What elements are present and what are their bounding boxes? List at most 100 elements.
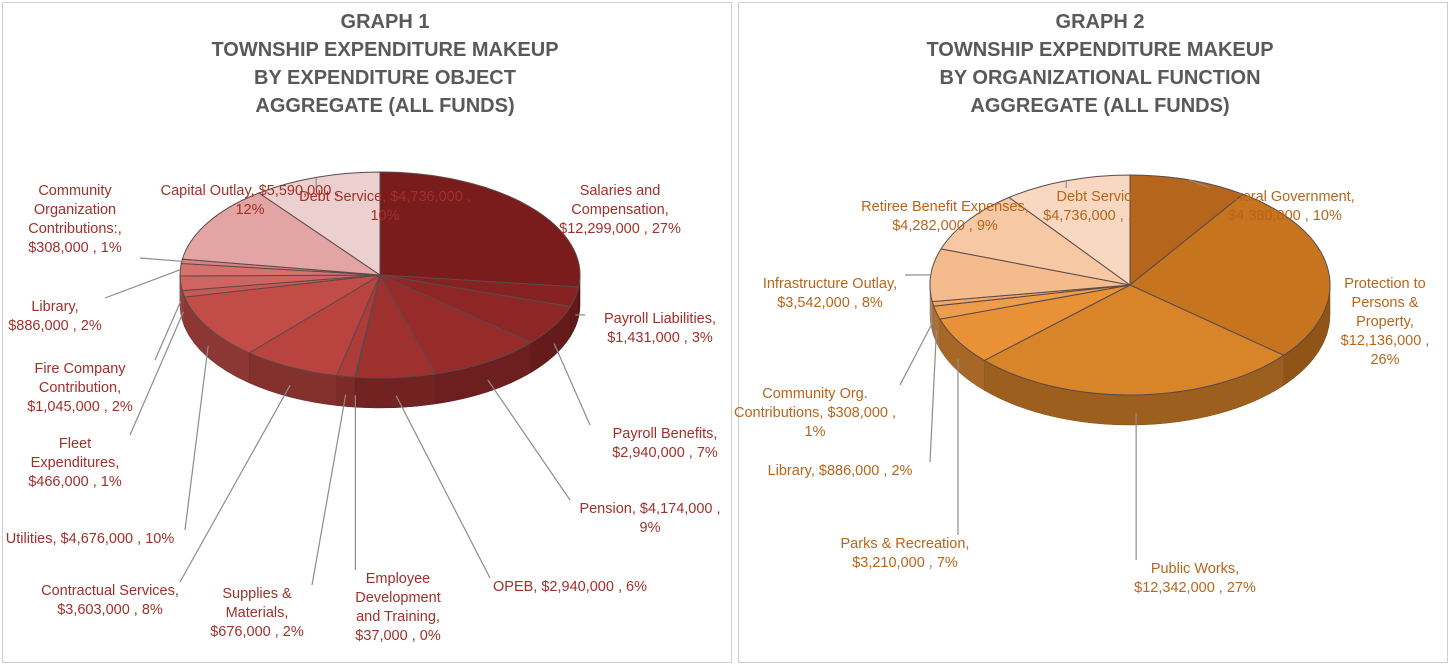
label-value: $12,342,000 , 27% [1134, 580, 1256, 596]
data-label: Contractual Services, $3,603,000 , 8% [40, 582, 180, 620]
data-label: Salaries and Compensation, $12,299,000 ,… [535, 182, 705, 239]
label-value: $2,940,000 , 6% [541, 579, 647, 595]
label-value: $3,210,000 , 7% [852, 555, 958, 571]
label-category: Debt Service, [299, 189, 387, 205]
chart-title: GRAPH 2 TOWNSHIP EXPENDITURE MAKEUP BY ORG… [760, 8, 1440, 120]
pie-slice [248, 273, 382, 377]
data-label: Fleet Expenditures, $466,000 , 1% [20, 435, 130, 492]
chart-title-line: GRAPH 1 [340, 11, 430, 33]
chart-title-line: BY EXPENDITURE OBJECT [254, 67, 516, 89]
label-value: $37,000 , 0% [355, 628, 441, 644]
label-value: $3,603,000 , 8% [57, 602, 163, 618]
label-category: Contractual Services, [41, 583, 179, 599]
data-label: Debt Service, $4,736,000 , 10% [295, 188, 475, 226]
data-label: Community Organization Contributions:, $… [10, 182, 140, 258]
pie-slice [940, 196, 1131, 286]
label-value: $4,282,000 , 9% [892, 218, 998, 234]
label-value: $1,431,000 , 3% [607, 330, 713, 346]
pie-slice [929, 248, 1131, 303]
label-category: Library, [767, 463, 815, 479]
label-value: $886,000 , 2% [8, 318, 102, 334]
pie-slice [378, 273, 533, 375]
leader-line [104, 269, 181, 299]
leader-line [899, 321, 934, 386]
label-category: Parks & Recreation, [840, 536, 970, 552]
label-category: Fire Company Contribution, [34, 361, 126, 396]
data-label: Employee Development and Training, $37,0… [343, 570, 453, 646]
data-label: Retiree Benefit Expenses, $4,282,000 , 9… [860, 198, 1030, 236]
data-label: Utilities, $4,676,000 , 10% [0, 530, 185, 549]
label-category: OPEB, [493, 579, 538, 595]
label-value: $12,299,000 , 27% [559, 221, 681, 237]
label-category: Payroll Benefits, [612, 426, 718, 442]
data-label: Capital Outlay, $5,590,000 , 12% [150, 182, 350, 220]
label-value: $1,045,000 , 2% [27, 399, 133, 415]
label-value: $4,736,000 , 10% [370, 189, 471, 224]
label-value: $2,940,000 , 7% [612, 445, 718, 461]
slice-side [355, 373, 436, 409]
data-label: OPEB, $2,940,000 , 6% [490, 578, 650, 597]
leader-line [487, 379, 571, 501]
label-category: General Government, [1215, 189, 1355, 205]
pie-slice [983, 284, 1285, 396]
data-label: Fire Company Contribution, $1,045,000 , … [5, 360, 155, 417]
data-label: Debt Service, $4,736,000 , 10% [1030, 188, 1170, 226]
leader-line [311, 394, 347, 586]
data-label: Public Works, $12,342,000 , 27% [1120, 560, 1270, 598]
data-label: Community Org. Contributions, $308,000 ,… [730, 385, 900, 442]
label-category: Fleet Expenditures, [30, 436, 120, 471]
label-category: Infrastructure Outlay, [762, 276, 898, 292]
data-label: Protection to Persons & Property, $12,13… [1325, 275, 1445, 370]
data-label: Payroll Liabilities, $1,431,000 , 3% [585, 310, 735, 348]
chart-panel [738, 2, 1448, 663]
data-label: Payroll Benefits, $2,940,000 , 7% [590, 425, 740, 463]
leader-line [395, 395, 491, 579]
chart-title-line: TOWNSHIP EXPENDITURE MAKEUP [211, 39, 559, 61]
label-value: $5,590,000 , 12% [235, 183, 340, 218]
label-category: Community Org. Contributions, [733, 386, 868, 421]
label-value: $3,542,000 , 8% [777, 295, 883, 311]
label-category: Community Organization Contributions:, [28, 183, 122, 237]
data-label: Supplies & Materials, $676,000 , 2% [202, 585, 312, 642]
chart-title-line: AGGREGATE (ALL FUNDS) [255, 95, 515, 117]
chart-title-line: BY ORGANIZATIONAL FUNCTION [939, 67, 1261, 89]
pie-slice [1129, 174, 1245, 287]
pie-slice [1129, 193, 1331, 356]
slice-side [336, 375, 356, 408]
chart-title-line: GRAPH 2 [1055, 11, 1145, 33]
label-category: Payroll Liabilities, [603, 311, 717, 327]
label-category: Retiree Benefit Expenses, [861, 199, 1029, 215]
chart-title-line: TOWNSHIP EXPENDITURE MAKEUP [926, 39, 1274, 61]
pie-slice [379, 171, 581, 288]
leader-line [154, 301, 182, 361]
pie-slice [183, 274, 381, 354]
label-category: Public Works, [1150, 561, 1240, 577]
label-value: $4,380,000 , 10% [1228, 208, 1342, 224]
label-value: $308,000 , 1% [804, 405, 897, 440]
label-value: $4,676,000 , 10% [60, 531, 175, 547]
leader-line [129, 311, 184, 436]
label-value: $4,736,000 , 10% [1043, 208, 1157, 224]
label-category: Employee Development and Training, [355, 571, 441, 625]
leader-line [179, 384, 291, 583]
label-value: $466,000 , 1% [28, 474, 122, 490]
data-label: Parks & Recreation, $3,210,000 , 7% [830, 535, 980, 573]
label-value: $886,000 , 2% [818, 463, 913, 479]
label-category: Capital Outlay, [160, 183, 255, 199]
label-category: Supplies & Materials, [222, 586, 292, 621]
label-value: $676,000 , 2% [210, 624, 304, 640]
leader-line [1188, 179, 1211, 189]
label-category: Salaries and Compensation, [571, 183, 669, 218]
label-value: $308,000 , 1% [28, 240, 122, 256]
data-label: Infrastructure Outlay, $3,542,000 , 8% [755, 275, 905, 313]
label-category: Pension, [579, 501, 636, 517]
chart-title-line: AGGREGATE (ALL FUNDS) [970, 95, 1230, 117]
data-label: Library, $886,000 , 2% [750, 462, 930, 481]
pie-slice [181, 192, 382, 276]
leader-line [929, 330, 938, 463]
leader-line [139, 257, 182, 262]
chart-panel [2, 2, 732, 663]
label-value: $12,136,000 , 26% [1340, 333, 1430, 368]
